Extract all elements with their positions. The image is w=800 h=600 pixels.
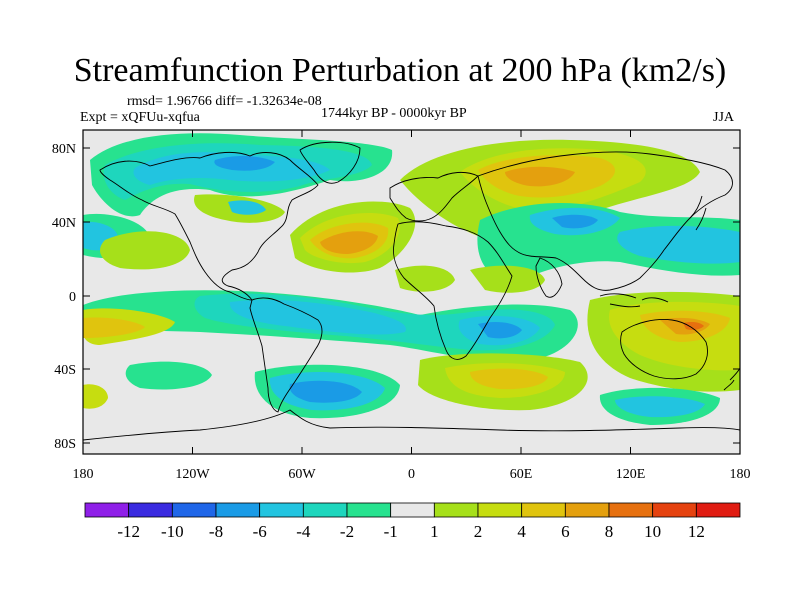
colorbar-box (608, 502, 654, 518)
period-label: 1744kyr BP - 0000kyr BP (321, 106, 467, 121)
contour-patch (395, 265, 455, 292)
colorbar-box (564, 502, 610, 518)
colorbar-box (695, 502, 741, 518)
coastline-greenland (299, 141, 361, 184)
longitude-axis: 180 120W 60W 0 60E 120E 180 (73, 130, 751, 482)
coastline-asia (477, 151, 733, 291)
contour-patch (552, 214, 598, 229)
latitude-axis: 80N 40N 0 40S 80S (52, 142, 740, 452)
colorbar-label: 12 (688, 522, 705, 541)
colorbar-label: 6 (561, 522, 570, 541)
contour-patch (478, 322, 522, 339)
contour-field (83, 130, 740, 454)
colorbar-label: -2 (340, 522, 354, 541)
coastline-antarctica (83, 409, 740, 441)
colorbar-box (346, 502, 392, 518)
contour-patch (320, 231, 378, 254)
contour-patch (617, 225, 740, 264)
lon-label: 60W (288, 467, 316, 482)
experiment-label: Expt = xQFUu-xqfua (80, 110, 200, 125)
contour-patch (505, 166, 575, 187)
colorbar-label: 1 (430, 522, 439, 541)
contour-patch (83, 384, 108, 409)
lat-label: 80N (52, 142, 76, 157)
coastline-south-america (249, 297, 323, 413)
coastlines (83, 141, 740, 441)
lat-label: 80S (54, 437, 76, 452)
contour-patch (83, 317, 145, 338)
lon-label: 120W (175, 467, 210, 482)
contour-patch (83, 428, 740, 454)
lat-label: 0 (69, 290, 76, 305)
lon-label: 180 (73, 467, 94, 482)
colorbar-label: -4 (296, 522, 311, 541)
colorbar-box (302, 502, 348, 518)
contour-patch (470, 368, 548, 390)
coastline-india (535, 257, 563, 298)
colorbar-box (390, 502, 435, 518)
contour-patch (125, 361, 212, 390)
colorbar-box (259, 502, 304, 518)
coastline-africa (393, 221, 513, 360)
colorbar-label: -6 (253, 522, 267, 541)
contour-patch (100, 231, 190, 270)
colorbar-box (171, 502, 217, 518)
colorbar-label: 8 (605, 522, 614, 541)
coastline-australia (620, 319, 708, 380)
colorbar-labels: -12 -10 -8 -6 -4 -2 -1 1 2 4 6 8 10 12 (117, 522, 704, 541)
coastline-north-america (99, 151, 319, 301)
lon-label: 180 (730, 467, 751, 482)
lat-label: 40S (54, 363, 76, 378)
colorbar-label: -1 (384, 522, 398, 541)
colorbar-box (433, 502, 479, 518)
colorbar-box (477, 502, 523, 518)
contour-patch (214, 156, 275, 171)
colorbar-label: 10 (644, 522, 661, 541)
colorbar-label: -12 (117, 522, 140, 541)
colorbar-label: -10 (161, 522, 184, 541)
lon-label: 0 (408, 467, 415, 482)
contour-patch (289, 380, 362, 403)
colorbar-label: -8 (209, 522, 223, 541)
lat-label: 40N (52, 216, 76, 231)
season-label: JJA (713, 110, 735, 125)
colorbar-boxes (84, 502, 741, 518)
coastline-europe (389, 171, 479, 222)
contour-patch (683, 322, 704, 330)
contour-patch (228, 200, 266, 215)
contour-patch (470, 265, 545, 293)
lon-label: 120E (616, 467, 646, 482)
colorbar-box (215, 502, 261, 518)
contour-patch (615, 396, 705, 418)
lon-label: 60E (510, 467, 533, 482)
map-title: Streamfunction Perturbation at 200 hPa (… (73, 52, 727, 89)
coastline-japan (689, 195, 707, 231)
stats-text: rmsd= 1.96766 diff= -1.32634e-08 (127, 94, 322, 109)
coastline-indonesia (599, 293, 669, 308)
colorbar-box (521, 502, 566, 518)
colorbar-label: 4 (517, 522, 526, 541)
colorbar-box (652, 502, 697, 518)
colorbar-box (84, 502, 130, 518)
contour-patch (229, 299, 406, 335)
colorbar-label: 2 (474, 522, 483, 541)
colorbar-box (128, 502, 173, 518)
colorbar: -12 -10 -8 -6 -4 -2 -1 1 2 4 6 8 10 12 (84, 502, 741, 541)
